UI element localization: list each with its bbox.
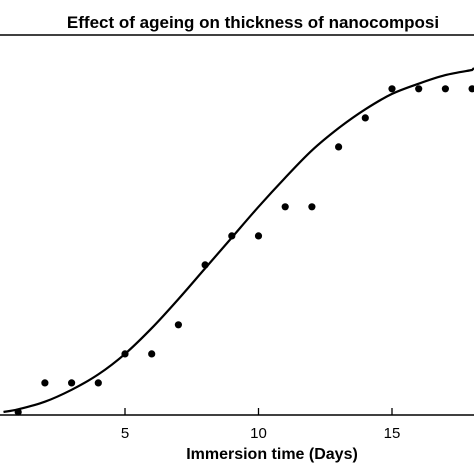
data-point <box>94 379 102 387</box>
data-point <box>201 261 209 269</box>
data-point <box>68 379 76 387</box>
data-point <box>228 232 236 240</box>
data-point <box>41 379 49 387</box>
data-point <box>415 85 423 93</box>
data-point <box>121 350 129 358</box>
data-point <box>361 114 369 122</box>
data-point <box>281 203 289 211</box>
data-points <box>14 85 474 416</box>
plot-area: 5 10 15 <box>0 34 474 442</box>
data-point <box>14 408 22 416</box>
data-point <box>254 232 263 240</box>
chart-title: Effect of ageing on thickness of nanocom… <box>67 13 439 32</box>
data-point <box>441 85 449 93</box>
x-tick-label: 15 <box>384 425 401 442</box>
data-point <box>308 203 316 211</box>
data-point <box>335 143 343 151</box>
x-axis-ticks: 5 10 15 <box>121 408 401 442</box>
x-axis-label: Immersion time (Days) <box>186 446 358 463</box>
data-point <box>148 350 156 358</box>
data-point <box>174 321 182 329</box>
data-point <box>468 85 474 93</box>
x-tick-label: 10 <box>250 425 267 442</box>
x-tick-label: 5 <box>121 425 129 442</box>
data-point <box>388 85 396 93</box>
fit-curve <box>3 67 474 414</box>
